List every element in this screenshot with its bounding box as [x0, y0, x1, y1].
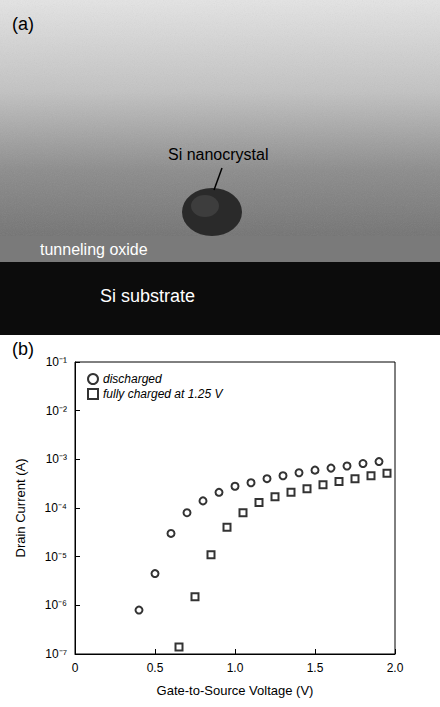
svg-text:Si substrate: Si substrate [100, 286, 195, 306]
svg-text:0.5: 0.5 [147, 661, 164, 675]
svg-text:tunneling oxide: tunneling oxide [40, 241, 148, 258]
svg-text:Si nanocrystal: Si nanocrystal [168, 146, 269, 163]
svg-text:Drain Current (A): Drain Current (A) [13, 459, 28, 558]
svg-text:1.0: 1.0 [227, 661, 244, 675]
svg-text:10⁻⁷: 10⁻⁷ [45, 647, 67, 661]
svg-text:0: 0 [72, 661, 79, 675]
svg-text:10⁻⁶: 10⁻⁶ [45, 598, 67, 612]
svg-text:10⁻²: 10⁻² [46, 404, 67, 418]
svg-text:fully charged at 1.25 V: fully charged at 1.25 V [103, 387, 223, 401]
svg-text:10⁻¹: 10⁻¹ [46, 355, 67, 369]
svg-text:(b): (b) [12, 339, 34, 359]
svg-text:10⁻⁵: 10⁻⁵ [45, 550, 67, 564]
svg-text:(a): (a) [12, 14, 34, 34]
svg-text:10⁻³: 10⁻³ [46, 452, 67, 466]
svg-text:2.0: 2.0 [387, 661, 404, 675]
svg-text:Gate-to-Source Voltage (V): Gate-to-Source Voltage (V) [157, 683, 314, 698]
svg-text:discharged: discharged [103, 372, 162, 386]
svg-text:10⁻⁴: 10⁻⁴ [44, 501, 67, 515]
svg-text:1.5: 1.5 [307, 661, 324, 675]
